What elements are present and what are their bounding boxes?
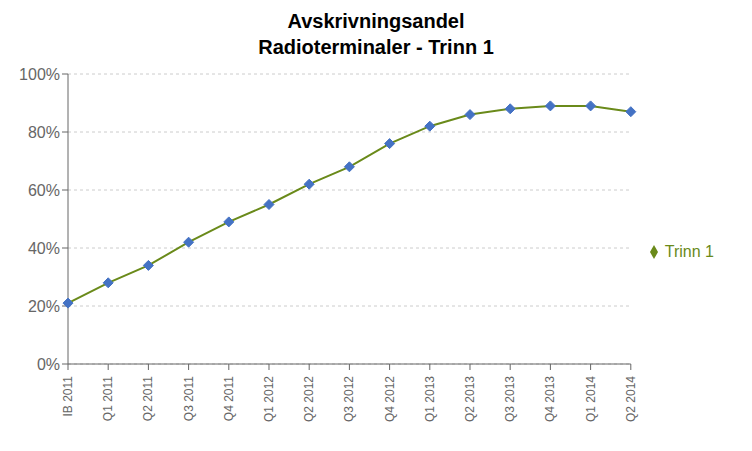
svg-text:80%: 80% bbox=[28, 124, 60, 141]
svg-text:40%: 40% bbox=[28, 240, 60, 257]
svg-text:Q2 2012: Q2 2012 bbox=[302, 376, 316, 422]
svg-text:0%: 0% bbox=[37, 356, 60, 373]
svg-text:Q3 2012: Q3 2012 bbox=[342, 376, 356, 422]
html-text:Avskrivningsandel: Avskrivningsandel bbox=[287, 10, 465, 32]
svg-text:Q4 2012: Q4 2012 bbox=[383, 376, 397, 422]
svg-text:Q3 2011: Q3 2011 bbox=[182, 376, 196, 421]
svg-text:Q1 2013: Q1 2013 bbox=[423, 376, 437, 422]
svg-text:Q1 2011: Q1 2011 bbox=[101, 376, 115, 421]
svg-text:Q2 2011: Q2 2011 bbox=[141, 376, 155, 421]
svg-text:Q1 2012: Q1 2012 bbox=[262, 376, 276, 422]
svg-text:IB 2011: IB 2011 bbox=[61, 376, 75, 417]
svg-text:Q3 2013: Q3 2013 bbox=[503, 376, 517, 422]
svg-text:60%: 60% bbox=[28, 182, 60, 199]
svg-text:Q4 2013: Q4 2013 bbox=[543, 376, 557, 422]
svg-text:100%: 100% bbox=[19, 66, 60, 83]
html-text:Radioterminaler - Trinn 1: Radioterminaler - Trinn 1 bbox=[258, 36, 494, 58]
svg-text:Q1 2014: Q1 2014 bbox=[584, 376, 598, 422]
svg-text:Q2 2014: Q2 2014 bbox=[624, 376, 638, 422]
svg-text:Q4 2011: Q4 2011 bbox=[222, 376, 236, 421]
svg-text:Q2 2013: Q2 2013 bbox=[463, 376, 477, 422]
svg-text:20%: 20% bbox=[28, 298, 60, 315]
html-text:Trinn 1: Trinn 1 bbox=[664, 242, 714, 260]
